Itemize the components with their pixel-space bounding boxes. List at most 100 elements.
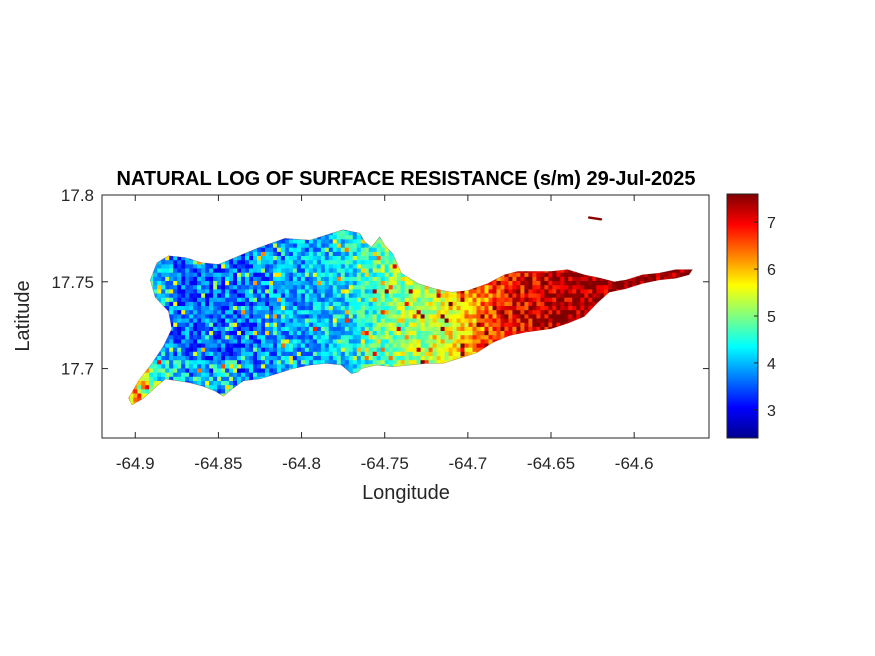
heatmap-cell [364,272,370,277]
heatmap-cell [396,330,402,336]
heatmap-cell [548,292,553,298]
heatmap-cell [328,288,334,294]
heatmap-cell [308,309,314,315]
heatmap-cell [221,376,226,381]
heatmap-cell [388,326,394,331]
heatmap-cell [193,317,198,323]
heatmap-cell [376,284,382,290]
heatmap-cell [356,292,362,298]
heatmap-cell [296,247,302,252]
heatmap-cell [456,330,462,336]
heatmap-cell [516,288,521,294]
heatmap-cell [213,347,218,352]
heatmap-cell [556,288,561,294]
heatmap-cell [169,301,174,306]
heatmap-cell [213,301,218,306]
heatmap-cell [480,338,486,344]
heatmap-cell [392,284,398,290]
heatmap-cell [185,276,190,281]
heatmap-cell [292,267,298,273]
heatmap-cell [552,301,557,306]
heatmap-cell [193,351,198,356]
heatmap-cell [253,347,258,352]
heatmap-cell [372,276,378,281]
heatmap-cell [376,263,382,269]
heatmap-cell [253,301,258,306]
heatmap-cell [352,247,358,252]
heatmap-cell [340,288,346,294]
heatmap-cell [564,301,569,306]
heatmap-cell [492,317,498,323]
heatmap-cell [296,272,302,277]
heatmap-cell [205,367,210,373]
heatmap-cell [436,347,442,352]
heatmap-cell [181,334,186,340]
heatmap-cell [257,272,262,277]
heatmap-cell [320,280,326,286]
heatmap-cell [412,317,418,323]
heatmap-cell [161,363,166,369]
heatmap-cell [280,326,286,331]
heatmap-cell [316,326,322,331]
heatmap-cell [189,338,194,344]
heatmap-cell [404,347,410,352]
heatmap-cell [364,351,370,356]
heatmap-cell [197,280,202,286]
heatmap-cell [328,317,334,323]
heatmap-cell [404,355,410,361]
heatmap-cell [384,272,390,277]
heatmap-cell [504,280,509,286]
heatmap-cell [233,326,238,331]
heatmap-cell [388,280,394,286]
heatmap-cell [221,288,226,294]
heatmap-cell [372,292,378,298]
heatmap-cell [496,334,502,340]
heatmap-cell [209,367,214,373]
heatmap-cell [412,313,418,319]
heatmap-cell [221,388,226,394]
heatmap-cell [304,338,310,344]
heatmap-cell [384,280,390,286]
heatmap-cell [332,230,338,236]
heatmap-cell [296,242,302,248]
heatmap-cell [273,313,278,319]
heatmap-cell [288,338,294,344]
heatmap-cell [217,313,222,319]
heatmap-cell [300,338,306,344]
heatmap-cell [376,347,382,352]
heatmap-cell [368,247,374,252]
heatmap-cell [181,263,186,269]
heatmap-cell [201,317,206,323]
heatmap-cell [432,297,438,302]
heatmap-cell [504,301,509,306]
heatmap-cell [328,305,334,311]
heatmap-cell [448,351,454,356]
heatmap-cell [460,297,466,302]
heatmap-cell [320,317,326,323]
heatmap-cell [372,301,378,306]
heatmap-cell [265,351,270,356]
heatmap-cell [269,301,274,306]
heatmap-cell [296,263,302,269]
heatmap-cell [384,351,390,356]
heatmap-cell [520,309,525,315]
heatmap-cell [153,359,158,365]
heatmap-cell [384,259,390,265]
heatmap-cell [468,322,474,327]
heatmap-cell [328,292,334,298]
heatmap-cell [213,280,218,286]
heatmap-cell [157,292,162,298]
heatmap-cell [169,347,174,352]
heatmap-cell [336,309,342,315]
heatmap-cell [209,301,214,306]
heatmap-cell [380,317,386,323]
heatmap-cell [233,313,238,319]
heatmap-cell [328,301,334,306]
heatmap-cell [344,359,350,365]
heatmap-cell [225,305,230,311]
heatmap-cell [536,292,541,298]
heatmap-cell [273,334,278,340]
heatmap-cell [344,330,350,336]
heatmap-cell [372,330,378,336]
heatmap-cell [241,301,246,306]
